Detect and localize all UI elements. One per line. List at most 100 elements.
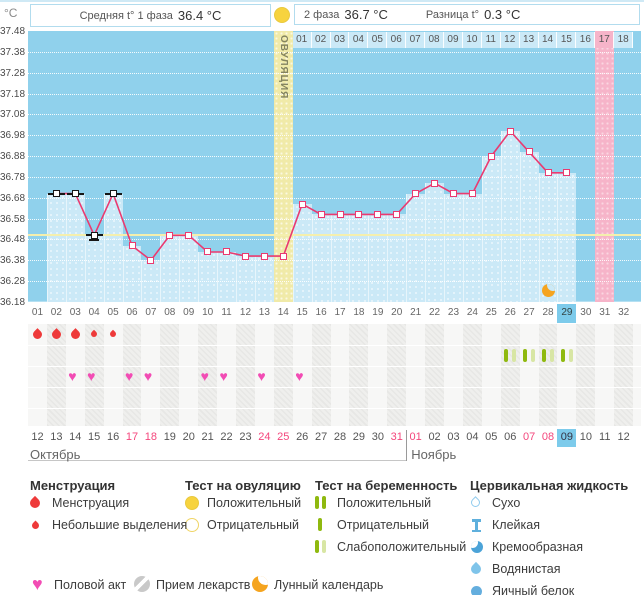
chart-day-column[interactable]: [444, 193, 463, 302]
cycle-day-cell[interactable]: 03: [69, 307, 81, 318]
dpo-day-cell[interactable]: 16: [576, 32, 596, 48]
chart-day-column[interactable]: [368, 214, 388, 302]
cycle-day-cell[interactable]: 24: [466, 307, 478, 318]
temp-marker[interactable]: [109, 190, 117, 198]
temp-marker[interactable]: [468, 190, 476, 198]
cycle-day-cell[interactable]: 27: [523, 307, 535, 318]
cycle-day-cell[interactable]: 28: [542, 307, 554, 318]
date-cell[interactable]: 18: [144, 431, 158, 443]
date-cell[interactable]: 06: [504, 431, 517, 443]
temp-marker[interactable]: [487, 152, 495, 160]
dpo-day-cell[interactable]: 12: [500, 32, 520, 48]
dpo-day-cell[interactable]: 04: [349, 32, 369, 48]
chart-day-column[interactable]: [481, 156, 501, 302]
date-cell[interactable]: 19: [163, 431, 176, 443]
date-cell[interactable]: 11: [599, 431, 611, 443]
date-cell[interactable]: 14: [69, 431, 82, 443]
dpo-day-cell[interactable]: 01: [292, 32, 312, 48]
cycle-day-cell[interactable]: 30: [580, 307, 592, 318]
cycle-day-cell[interactable]: 25: [485, 307, 497, 318]
temp-marker[interactable]: [431, 179, 439, 187]
date-cell[interactable]: 29: [352, 431, 366, 443]
temp-marker[interactable]: [52, 190, 60, 198]
cycle-day-cell[interactable]: 04: [88, 307, 100, 318]
temp-marker[interactable]: [90, 231, 98, 239]
chart-day-column[interactable]: [179, 235, 199, 302]
temp-marker[interactable]: [525, 148, 533, 156]
cycle-day-cell[interactable]: 17: [334, 307, 346, 318]
temp-marker[interactable]: [260, 252, 268, 260]
cycle-day-cell[interactable]: 02: [50, 307, 62, 318]
date-cell[interactable]: 03: [447, 431, 460, 443]
date-cell[interactable]: 07: [522, 431, 536, 443]
cycle-day-cell[interactable]: 11: [221, 307, 232, 318]
chart-day-column[interactable]: [103, 193, 123, 302]
cycle-day-cell[interactable]: 13: [258, 307, 270, 318]
cycle-day-cell[interactable]: 01: [31, 307, 44, 318]
date-cell[interactable]: 26: [296, 431, 309, 443]
date-cell[interactable]: 10: [579, 431, 592, 443]
cycle-day-cell[interactable]: 32: [618, 307, 630, 318]
expected-period-column[interactable]: [595, 31, 615, 302]
chart-day-column[interactable]: [387, 214, 407, 302]
cycle-day-cell[interactable]: 06: [126, 307, 138, 318]
cycle-day-cell[interactable]: 07: [145, 307, 157, 318]
cycle-day-cell[interactable]: 05: [107, 307, 119, 318]
date-cell[interactable]: 30: [371, 431, 384, 443]
dpo-day-cell[interactable]: 03: [330, 32, 350, 48]
temp-marker[interactable]: [185, 231, 193, 239]
date-cell[interactable]: 01: [409, 431, 422, 443]
date-cell[interactable]: 15: [88, 431, 101, 443]
cycle-day-cell[interactable]: 16: [315, 307, 327, 318]
date-cell[interactable]: 22: [220, 431, 233, 443]
cycle-day-cell[interactable]: 10: [202, 307, 214, 318]
chart-day-column[interactable]: [236, 256, 255, 302]
date-cell[interactable]: 13: [50, 431, 63, 443]
date-cell[interactable]: 05: [485, 431, 498, 443]
date-cell[interactable]: 12: [31, 431, 44, 443]
dpo-day-cell[interactable]: 02: [311, 32, 331, 48]
date-cell[interactable]: 25: [277, 431, 290, 443]
chart-day-column[interactable]: [198, 251, 218, 302]
temp-marker[interactable]: [506, 127, 514, 135]
chart-day-column[interactable]: [349, 214, 369, 302]
cycle-day-cell[interactable]: 12: [239, 307, 252, 318]
temp-marker[interactable]: [449, 190, 457, 198]
cycle-day-cell[interactable]: 08: [164, 307, 176, 318]
chart-day-column[interactable]: [160, 235, 180, 302]
cycle-day-cell[interactable]: 23: [447, 307, 460, 318]
date-cell[interactable]: 08: [541, 431, 555, 443]
chart-day-column[interactable]: [330, 214, 350, 302]
temp-marker[interactable]: [355, 210, 363, 218]
chart-day-column[interactable]: [519, 151, 539, 302]
chart-day-column[interactable]: [425, 183, 445, 302]
date-cell[interactable]: 28: [333, 431, 347, 443]
temp-marker[interactable]: [241, 252, 249, 260]
date-cell[interactable]: 04: [466, 431, 479, 443]
cycle-day-cell[interactable]: 22: [429, 307, 441, 318]
dpo-day-cell[interactable]: 07: [406, 32, 426, 48]
temp-marker[interactable]: [393, 210, 401, 218]
cycle-day-cell[interactable]: 18: [353, 307, 365, 318]
temp-marker[interactable]: [374, 210, 382, 218]
cycle-day-cell[interactable]: 19: [372, 307, 384, 318]
date-cell[interactable]: 23: [239, 431, 252, 443]
cycle-day-cell[interactable]: 15: [296, 307, 308, 318]
chart-day-column[interactable]: [84, 235, 104, 302]
chart-day-column[interactable]: [311, 214, 331, 302]
date-cell[interactable]: 31: [390, 431, 403, 443]
chart-day-column[interactable]: [406, 193, 426, 302]
temp-marker[interactable]: [412, 190, 420, 198]
cycle-day-cell[interactable]: 29: [557, 304, 577, 323]
chart-day-column[interactable]: [462, 193, 482, 302]
temp-marker[interactable]: [223, 248, 231, 256]
cycle-day-cell[interactable]: 09: [183, 307, 195, 318]
chart-day-column[interactable]: [538, 172, 558, 302]
date-cell[interactable]: 20: [182, 431, 195, 443]
chart-day-column[interactable]: [46, 193, 66, 302]
date-cell[interactable]: 17: [125, 431, 139, 443]
cycle-day-cell[interactable]: 14: [277, 307, 289, 318]
chart-day-column[interactable]: [217, 251, 236, 302]
date-cell[interactable]: 09: [557, 429, 577, 447]
dpo-day-cell[interactable]: 06: [387, 32, 407, 48]
